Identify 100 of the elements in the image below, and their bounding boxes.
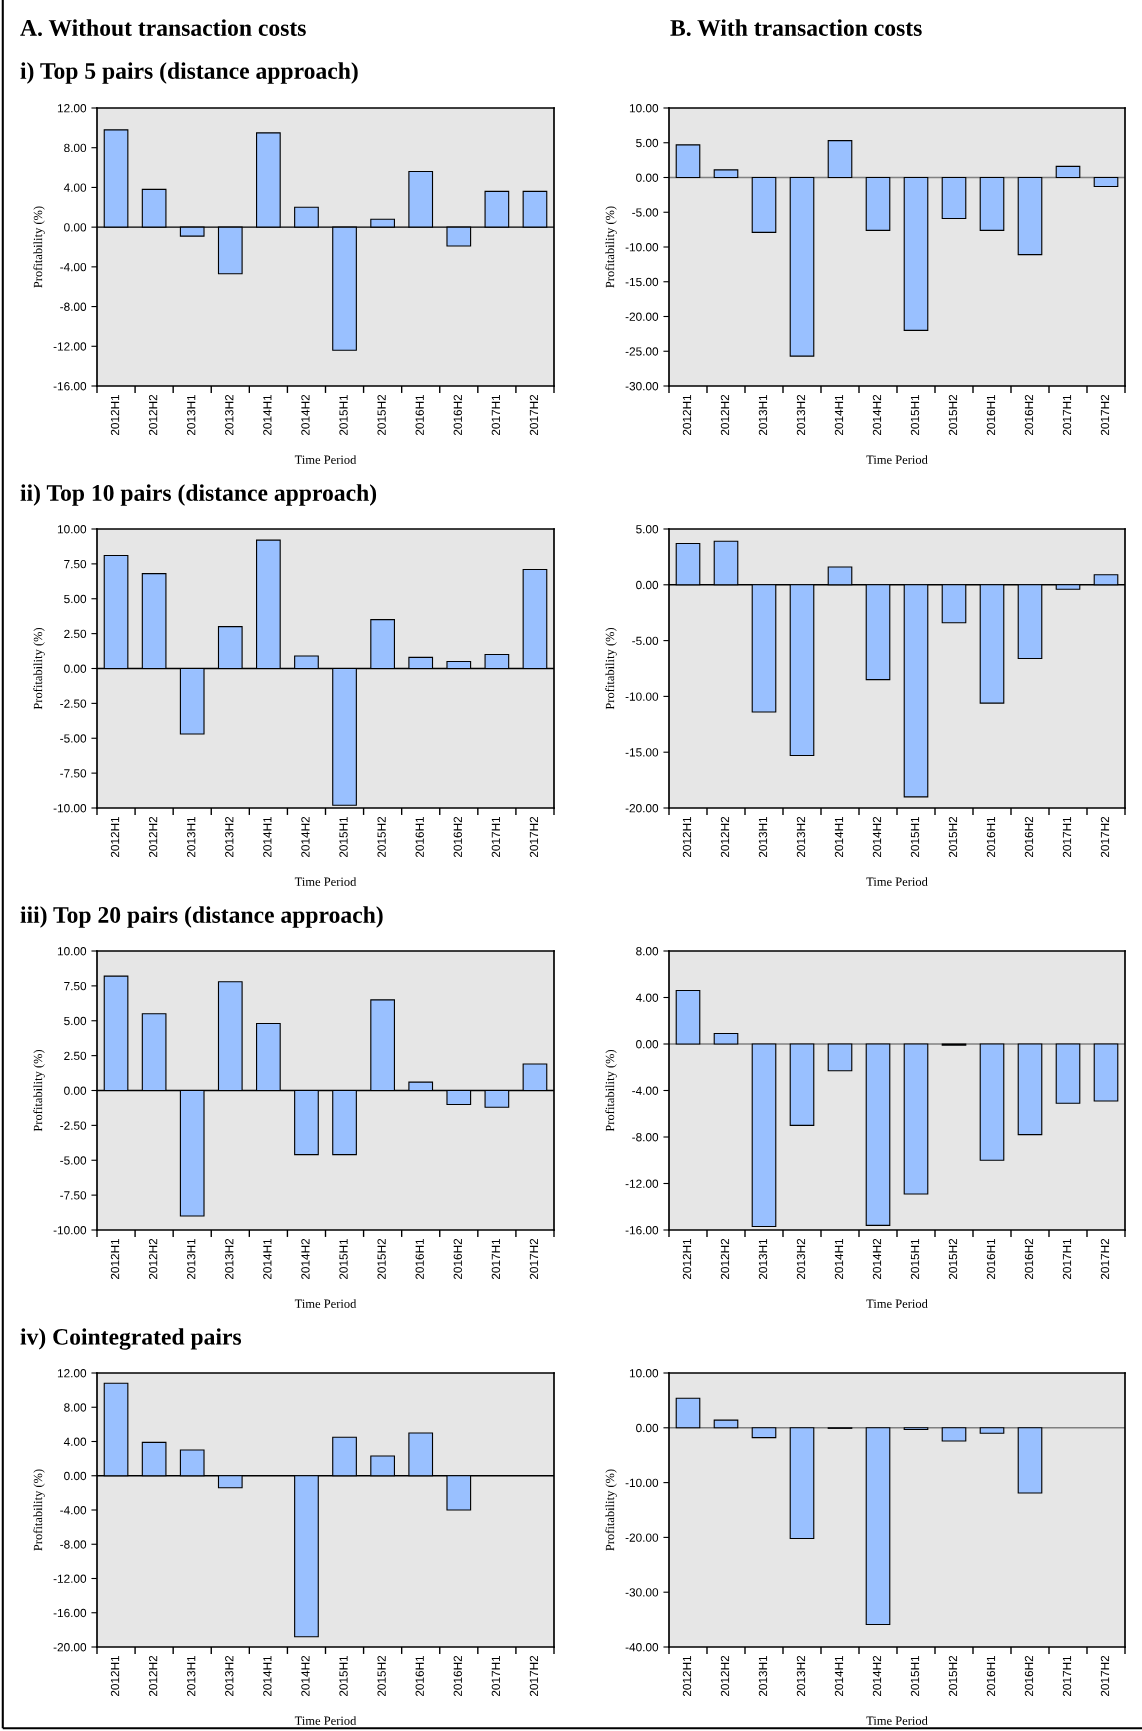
x-tick-label: 2015H1	[910, 1238, 920, 1280]
y-tick-label: -10.00	[625, 692, 659, 701]
x-tick-label: 2015H1	[910, 1655, 920, 1697]
x-tick-label: 2015H2	[948, 1238, 958, 1280]
y-axis-title: Profitability (%)	[33, 627, 45, 710]
x-tick-label: 2016H1	[986, 1655, 996, 1697]
y-tick-label: 12.00	[57, 1369, 87, 1378]
x-tick-label: 2016H1	[986, 816, 996, 858]
x-tick-label: 2016H2	[1024, 394, 1034, 436]
y-tick-label: -7.50	[60, 1191, 87, 1200]
x-tick-label: 2014H2	[872, 1238, 882, 1280]
y-tick-label: 8.00	[64, 143, 87, 153]
y-tick-label: -20.00	[625, 312, 659, 321]
y-tick-label: -12.00	[53, 342, 87, 351]
bar	[1017, 1427, 1043, 1494]
x-tick-label: 2015H2	[948, 1655, 958, 1697]
y-tick-label: 10.00	[629, 104, 659, 113]
x-tick-label: 2014H1	[834, 1655, 844, 1697]
x-tick-label: 2017H2	[1100, 1238, 1110, 1280]
x-tick-label: 2013H2	[796, 1238, 806, 1280]
bar	[941, 176, 967, 220]
x-tick-label: 2017H2	[1100, 816, 1110, 858]
x-tick-label: 2012H1	[110, 1238, 120, 1280]
bar	[789, 1043, 815, 1126]
x-tick-label: 2013H1	[758, 1238, 768, 1280]
x-tick-label: 2012H2	[148, 394, 158, 436]
y-tick-label: -5.00	[632, 208, 659, 217]
x-tick-label: 2014H2	[301, 816, 310, 858]
bar	[751, 1427, 777, 1439]
x-tick-label: 2013H1	[187, 394, 196, 436]
x-tick-label: 2016H1	[415, 1238, 424, 1280]
y-tick-label: -40.00	[625, 1643, 659, 1652]
bar	[865, 176, 891, 231]
y-tick-label: -7.50	[60, 769, 87, 778]
y-tick-label: 5.00	[636, 525, 659, 534]
x-tick-label: 2016H1	[415, 816, 424, 858]
x-tick-label: 2015H1	[910, 816, 920, 858]
x-axis-title: Time Period	[294, 1299, 357, 1308]
x-axis-title: Time Period	[866, 1299, 928, 1308]
bar	[1093, 176, 1119, 188]
y-tick-label: 2.50	[64, 1051, 87, 1061]
y-tick-label: 12.00	[57, 104, 87, 113]
y-tick-label: 8.00	[64, 1403, 87, 1412]
x-tick-label: 2015H1	[339, 394, 348, 436]
x-tick-label: 2016H1	[415, 1655, 424, 1697]
x-tick-label: 2016H1	[986, 1238, 996, 1280]
x-tick-label: 2014H1	[263, 816, 272, 858]
y-tick-label: -25.00	[625, 347, 659, 356]
y-tick-label: -10.00	[53, 804, 87, 813]
y-tick-label: -10.00	[625, 1478, 659, 1487]
x-tick-label: 2014H2	[872, 816, 882, 858]
chart-title: iii) Top 20 pairs (distance approach)	[20, 906, 383, 928]
bar	[827, 140, 853, 179]
text: A. Without transaction costs	[20, 19, 306, 37]
y-tick-label: -16.00	[53, 382, 87, 391]
x-tick-label: 2013H2	[225, 394, 234, 436]
y-tick-label: -5.00	[60, 1156, 87, 1165]
chart-title: iv) Cointegrated pairs	[20, 1328, 242, 1350]
y-tick-label: 4.00	[63, 1437, 87, 1446]
x-tick-label: 2015H1	[339, 1238, 348, 1280]
bar	[751, 176, 777, 233]
x-tick-label: 2017H2	[529, 394, 539, 436]
x-tick-label: 2017H1	[1062, 394, 1072, 436]
x-tick-label: 2012H1	[682, 394, 692, 436]
bar	[789, 1427, 815, 1540]
x-tick-label: 2013H2	[225, 1238, 234, 1280]
x-tick-label: 2012H2	[148, 1238, 158, 1280]
y-tick-label: -8.00	[60, 302, 87, 311]
y-tick-label: 10.00	[57, 947, 87, 956]
y-axis-title: Profitability (%)	[33, 206, 45, 288]
bar	[1055, 1043, 1081, 1104]
y-tick-label: 0.00	[636, 1040, 659, 1049]
x-tick-label: 2017H1	[1062, 816, 1072, 858]
y-axis-title: Profitability (%)	[605, 206, 617, 288]
x-tick-label: 2016H2	[453, 816, 462, 858]
y-tick-label: 7.50	[64, 981, 87, 991]
y-tick-label: 0.00	[636, 1423, 659, 1433]
x-tick-label: 2013H1	[758, 1655, 768, 1697]
x-tick-label: 2017H1	[491, 1655, 501, 1697]
y-tick-label: -12.00	[625, 1179, 659, 1188]
x-tick-label: 2014H1	[263, 1655, 272, 1697]
bar	[903, 176, 929, 331]
x-tick-label: 2017H2	[529, 1655, 539, 1697]
x-tick-label: 2015H1	[339, 1655, 348, 1697]
y-tick-label: -15.00	[625, 748, 659, 757]
x-tick-label: 2016H2	[453, 1655, 462, 1697]
y-axis-title: Profitability (%)	[33, 1469, 45, 1551]
y-tick-label: -30.00	[625, 1588, 659, 1597]
y-tick-label: 0.00	[64, 1086, 87, 1095]
x-tick-label: 2013H2	[225, 816, 234, 858]
x-tick-label: 2012H1	[682, 816, 692, 858]
x-tick-label: 2014H1	[263, 394, 272, 436]
x-tick-label: 2017H1	[491, 1238, 501, 1280]
x-tick-label: 2012H2	[720, 394, 730, 436]
x-tick-label: 2016H1	[986, 394, 996, 436]
x-tick-label: 2017H2	[529, 816, 539, 858]
y-tick-label: -2.50	[60, 1121, 87, 1130]
x-axis-title: Time Period	[294, 1716, 357, 1725]
x-tick-label: 2013H1	[187, 1655, 196, 1697]
x-tick-label: 2012H2	[720, 1655, 730, 1697]
